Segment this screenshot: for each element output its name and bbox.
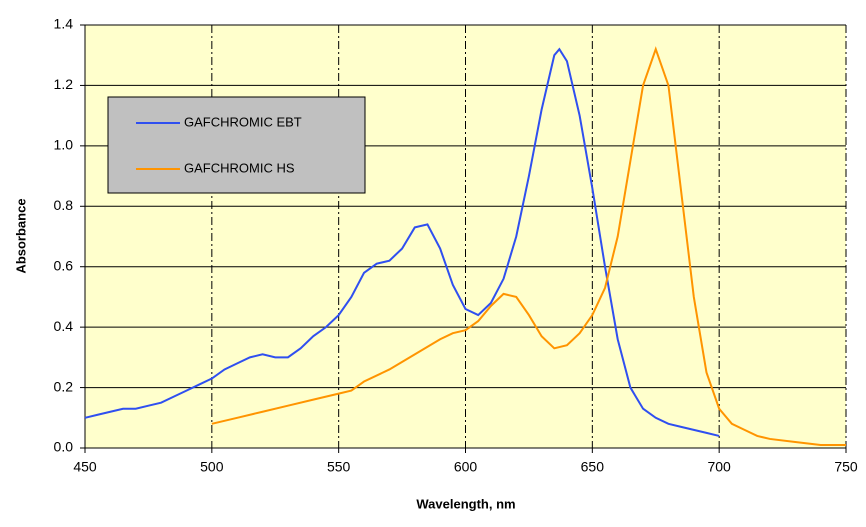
legend-box xyxy=(107,96,366,194)
y-tick-label: 1.4 xyxy=(54,16,74,32)
data-line xyxy=(84,47,720,437)
y-axis-title: Absorbance xyxy=(13,198,28,273)
y-tick-label: 1.2 xyxy=(54,76,74,92)
y-tick-label: 0.2 xyxy=(54,378,74,394)
x-tick-label: 550 xyxy=(327,459,351,475)
x-tick-label: 450 xyxy=(73,459,97,475)
legend-label: GAFCHROMIC HS xyxy=(184,160,295,175)
y-tick-label: 1.0 xyxy=(54,137,74,153)
y-tick-label: 0.4 xyxy=(54,318,74,334)
x-tick-label: 700 xyxy=(707,459,731,475)
x-tick-label: 600 xyxy=(454,459,478,475)
x-tick-label: 650 xyxy=(581,459,605,475)
y-tick-label: 0.8 xyxy=(54,197,74,213)
x-tick-label: 750 xyxy=(834,459,858,475)
y-tick-label: 0.0 xyxy=(54,439,74,455)
y-tick-label: 0.6 xyxy=(54,257,74,273)
x-tick-label: 500 xyxy=(200,459,224,475)
data-line xyxy=(211,46,846,446)
x-axis-title: Wavelength, nm xyxy=(416,496,515,511)
legend-label: GAFCHROMIC EBT xyxy=(184,114,302,129)
